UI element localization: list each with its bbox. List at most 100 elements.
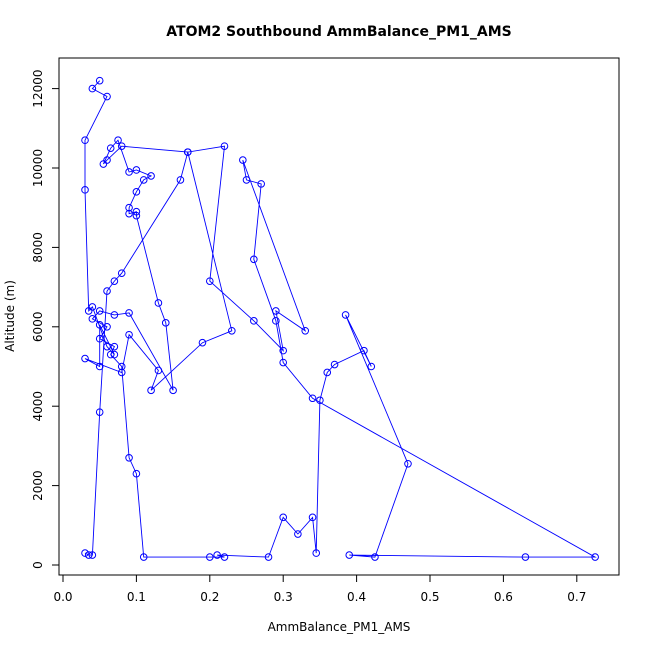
data-point <box>84 551 93 559</box>
x-axis: 0.0 0.1 0.2 0.3 0.4 0.5 0.6 0.7 <box>53 574 586 604</box>
data-point <box>139 176 148 184</box>
data-point <box>591 553 599 561</box>
x-tick-label: 0.3 <box>274 590 293 604</box>
data-point <box>88 315 97 323</box>
data-point <box>206 553 214 561</box>
data-point <box>125 454 133 462</box>
series-layer <box>81 76 599 561</box>
data-point <box>316 396 324 405</box>
data-point <box>294 530 302 538</box>
data-point <box>88 84 97 93</box>
data-point <box>106 144 115 152</box>
y-tick-label: 4000 <box>31 391 45 422</box>
series-line <box>84 80 597 558</box>
data-point <box>312 549 321 557</box>
data-point <box>161 319 170 327</box>
data-point <box>125 168 133 176</box>
x-tick-label: 0.6 <box>494 590 513 604</box>
data-point <box>81 354 89 363</box>
data-point <box>521 553 530 561</box>
data-point <box>279 346 288 355</box>
data-point <box>125 203 133 212</box>
data-point <box>367 362 376 371</box>
data-point <box>330 360 339 369</box>
data-point <box>110 277 119 285</box>
data-point <box>95 362 104 371</box>
data-point <box>345 551 354 559</box>
data-point <box>114 136 122 145</box>
data-point <box>198 338 207 347</box>
data-point <box>250 317 258 325</box>
y-tick-label: 8000 <box>31 232 45 263</box>
data-point <box>132 188 141 196</box>
data-point <box>81 136 89 145</box>
data-point <box>279 513 288 522</box>
data-point <box>81 549 89 557</box>
data-point <box>308 394 317 403</box>
data-point <box>279 358 288 367</box>
data-point <box>125 309 133 317</box>
data-point <box>301 326 310 335</box>
data-point <box>308 513 317 522</box>
data-point <box>95 321 104 329</box>
data-point <box>117 368 126 377</box>
data-point <box>132 166 141 174</box>
y-tick-label: 10000 <box>31 149 45 187</box>
data-point <box>147 172 155 180</box>
data-point <box>110 311 119 319</box>
data-point <box>169 386 177 395</box>
y-tick-label: 6000 <box>31 312 45 343</box>
data-point <box>213 551 221 559</box>
data-point <box>88 551 97 559</box>
data-point <box>228 326 236 335</box>
data-point <box>106 350 115 359</box>
data-point <box>95 307 104 315</box>
data-point <box>81 186 89 194</box>
data-point <box>88 303 97 311</box>
data-point <box>183 148 192 156</box>
y-tick-label: 12000 <box>31 70 45 108</box>
data-point <box>132 469 141 478</box>
y-tick-label: 2000 <box>31 470 45 501</box>
data-point <box>242 176 251 184</box>
data-point <box>371 553 379 561</box>
data-point <box>125 209 133 218</box>
data-point <box>272 317 280 325</box>
data-point <box>323 368 332 377</box>
x-tick-label: 0.0 <box>53 590 72 604</box>
data-point <box>95 76 104 85</box>
data-point <box>95 334 104 343</box>
x-tick-label: 0.2 <box>200 590 219 604</box>
x-tick-label: 0.7 <box>567 590 586 604</box>
data-point <box>95 408 104 416</box>
x-tick-label: 0.4 <box>347 590 366 604</box>
data-point <box>239 156 247 164</box>
data-point <box>341 311 350 319</box>
data-point <box>117 269 126 278</box>
data-point <box>250 255 258 264</box>
data-point <box>154 299 163 307</box>
data-point <box>206 277 214 285</box>
data-point <box>360 346 368 355</box>
y-axis-label: Altitude (m) <box>3 280 17 352</box>
data-point <box>117 142 126 150</box>
data-point <box>139 553 148 561</box>
x-tick-label: 0.1 <box>127 590 146 604</box>
data-point <box>117 362 126 371</box>
data-point <box>147 386 155 395</box>
data-point <box>404 459 412 468</box>
data-point <box>103 323 111 331</box>
data-point <box>176 176 185 184</box>
x-tick-label: 0.5 <box>420 590 439 604</box>
data-point <box>154 366 163 375</box>
x-axis-label: AmmBalance_PM1_AMS <box>268 620 411 634</box>
data-point <box>103 92 111 101</box>
data-point <box>257 180 265 188</box>
data-point <box>264 553 273 561</box>
plot-area-frame <box>58 57 620 576</box>
data-point <box>220 142 229 150</box>
data-point <box>103 287 111 295</box>
data-point <box>220 553 229 561</box>
data-point <box>125 330 133 339</box>
